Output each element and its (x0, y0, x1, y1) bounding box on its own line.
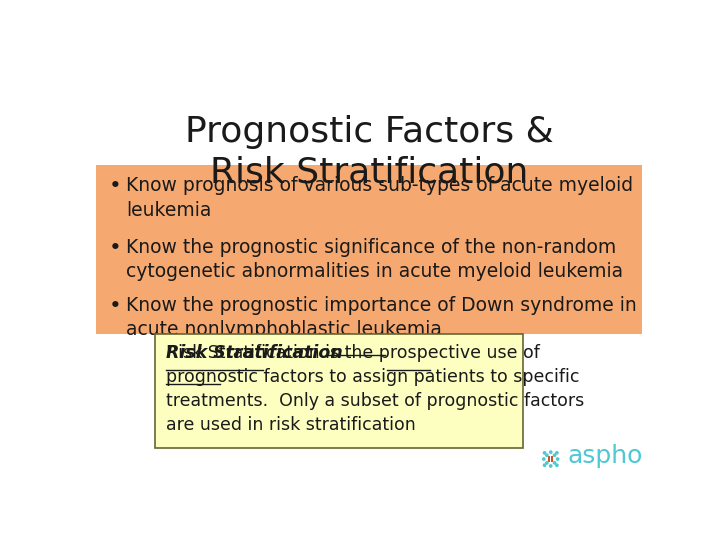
Text: Risk Stratification is the prospective use of
prognostic factors to assign patie: Risk Stratification is the prospective u… (166, 343, 584, 435)
Circle shape (544, 464, 546, 467)
Circle shape (557, 458, 559, 460)
Bar (96, 165, 642, 334)
Text: •: • (109, 177, 122, 197)
Circle shape (554, 462, 556, 464)
Bar (155, 334, 523, 448)
Text: Know prognosis of various sub-types of acute myeloid
leukemia: Know prognosis of various sub-types of a… (127, 177, 634, 220)
Circle shape (546, 462, 548, 464)
Bar (548, 456, 550, 459)
Text: •: • (109, 238, 122, 258)
Circle shape (544, 452, 546, 454)
Circle shape (549, 465, 552, 467)
Text: aspho: aspho (567, 444, 643, 468)
Text: Know the prognostic significance of the non-random
cytogenetic abnormalities in : Know the prognostic significance of the … (127, 238, 624, 281)
Bar (551, 456, 554, 459)
Circle shape (554, 454, 556, 456)
Circle shape (549, 451, 552, 453)
Circle shape (543, 458, 545, 460)
Circle shape (556, 452, 558, 454)
Bar (548, 460, 550, 462)
Circle shape (546, 454, 548, 456)
Bar (551, 460, 554, 462)
Text: Risk Stratification: Risk Stratification (166, 343, 343, 362)
Text: •: • (109, 296, 122, 316)
Text: Prognostic Factors &
Risk Stratification: Prognostic Factors & Risk Stratification (184, 115, 554, 190)
Text: Know the prognostic importance of Down syndrome in
acute nonlymphoblastic leukem: Know the prognostic importance of Down s… (127, 296, 637, 339)
Circle shape (556, 464, 558, 467)
